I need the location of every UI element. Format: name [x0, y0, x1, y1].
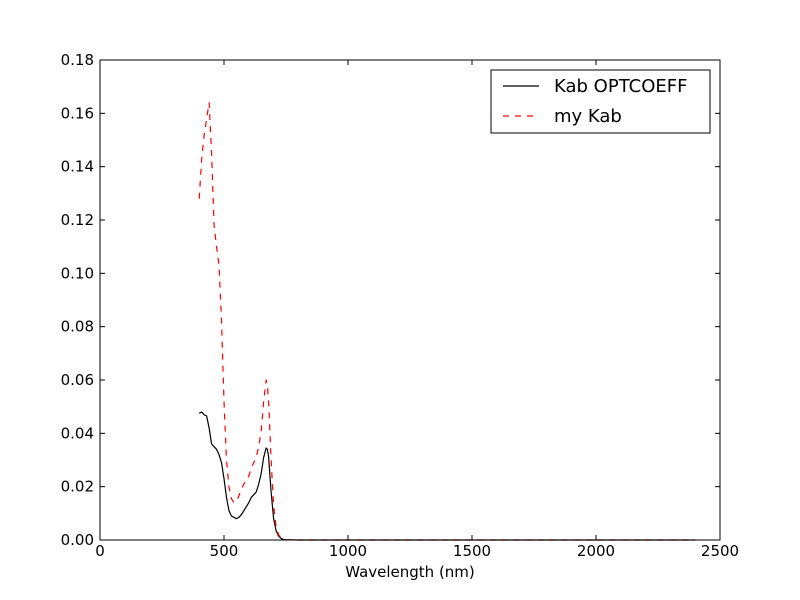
series-line-my-kab	[198, 102, 696, 541]
plot-frame	[99, 59, 721, 541]
series-line-kab-optcoeff	[198, 411, 696, 541]
y-tick-label: 0.10	[61, 264, 94, 282]
x-axis-label: Wavelength (nm)	[345, 563, 475, 581]
x-tick-label: 2000	[577, 542, 615, 560]
y-tick-label: 0.02	[61, 478, 94, 496]
x-tick-label: 1500	[453, 542, 491, 560]
x-tick-label: 1000	[329, 542, 367, 560]
y-tick-label: 0.04	[61, 424, 94, 442]
x-tick-label: 500	[210, 542, 239, 560]
y-tick-label: 0.00	[61, 531, 94, 549]
y-tick-label: 0.16	[61, 104, 94, 122]
x-tick-label: 2500	[701, 542, 739, 560]
y-tick-label: 0.18	[61, 51, 94, 69]
y-tick-label: 0.12	[61, 211, 94, 229]
legend: Kab OPTCOEFF my Kab	[490, 69, 711, 134]
x-tick-label: 0	[95, 542, 105, 560]
legend-label-kab-optcoeff: Kab OPTCOEFF	[554, 76, 687, 97]
y-tick-label: 0.08	[61, 318, 94, 336]
y-tick-label: 0.06	[61, 371, 94, 389]
legend-label-my-kab: my Kab	[554, 106, 622, 127]
tick-layer: 0 500 1000 1500 2000 2500 0.00 0.02 0.04 0.06 0.08…	[61, 51, 740, 560]
y-tick-label: 0.14	[61, 158, 94, 176]
legend-box	[490, 69, 711, 134]
plot-area	[100, 60, 720, 540]
series-layer	[198, 102, 696, 541]
